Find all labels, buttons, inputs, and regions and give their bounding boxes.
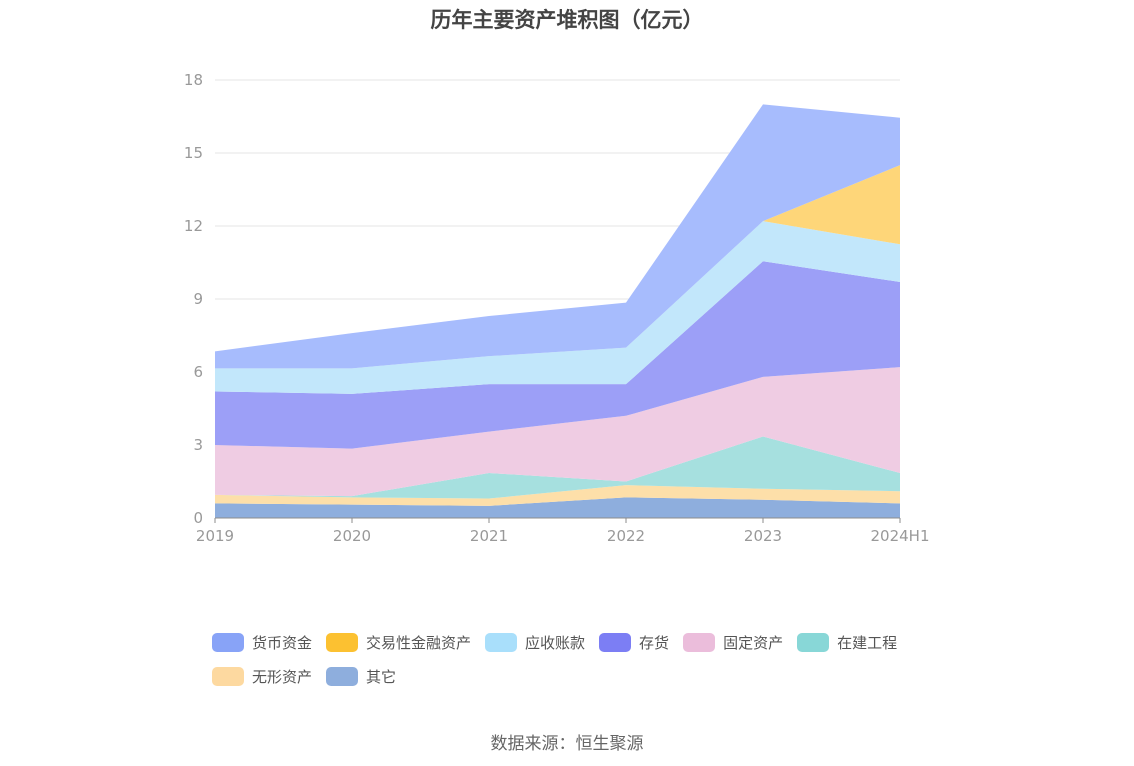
legend-item[interactable]: 应收账款 (485, 630, 585, 654)
x-tick-label: 2022 (607, 527, 645, 545)
legend-label: 存货 (639, 633, 670, 652)
legend-swatch (326, 632, 359, 652)
legend-swatch (797, 632, 830, 652)
legend-item[interactable]: 无形资产 (212, 664, 312, 688)
x-tick-label: 2020 (333, 527, 371, 545)
area-series-货币资金 (215, 104, 900, 369)
legend-item[interactable]: 固定资产 (683, 630, 783, 654)
source-note: 数据来源：恒生聚源 (490, 734, 644, 754)
legend-swatch (212, 666, 244, 686)
legend-label: 无形资产 (252, 667, 313, 686)
y-tick-label: 18 (184, 71, 203, 89)
legend-label: 货币资金 (252, 633, 313, 652)
y-tick-label: 9 (193, 290, 203, 308)
legend-label: 固定资产 (723, 633, 784, 652)
legend-swatch (599, 632, 632, 652)
area-series-应收账款 (215, 221, 900, 394)
area-series-其它 (215, 497, 900, 518)
legend-swatch (212, 632, 244, 652)
legend-item[interactable]: 在建工程 (797, 630, 897, 654)
stacked-area-chart: 0 3 6 9 12 15 18 2019 2020 2021 2022 2023 2024H1 (184, 71, 930, 545)
legend-label: 应收账款 (525, 633, 586, 652)
y-tick-label: 0 (193, 509, 203, 527)
legend: 货币资金 交易性金融资产 应收账款 存货 固定资产 在建工程无形资产 其它 (212, 630, 952, 698)
axes: 0 3 6 9 12 15 18 2019 2020 2021 2022 2023 2024H1 (184, 71, 930, 545)
x-tick-label: 2019 (196, 527, 234, 545)
legend-swatch (485, 632, 518, 652)
area-series-无形资产 (215, 485, 900, 506)
area-series-在建工程 (215, 436, 900, 499)
y-tick-label: 6 (193, 363, 203, 381)
x-tick-label: 2024H1 (871, 527, 930, 545)
area-series-存货 (215, 261, 900, 449)
legend-swatch (683, 632, 716, 652)
legend-item[interactable]: 其它 (326, 664, 396, 688)
chart-title: 历年主要资产堆积图（亿元） (430, 8, 704, 32)
area-layer (215, 104, 900, 518)
legend-label: 其它 (366, 667, 397, 686)
legend-item[interactable]: 货币资金 (212, 630, 312, 654)
x-tick-label: 2023 (744, 527, 782, 545)
y-tick-label: 3 (193, 436, 203, 454)
legend-label: 在建工程 (837, 633, 898, 652)
legend-item[interactable]: 存货 (599, 630, 669, 654)
y-tick-label: 15 (184, 144, 203, 162)
y-tick-label: 12 (184, 217, 203, 235)
legend-swatch (326, 666, 359, 686)
legend-label: 交易性金融资产 (366, 633, 472, 652)
legend-item[interactable]: 交易性金融资产 (326, 630, 471, 654)
x-tick-label: 2021 (470, 527, 508, 545)
area-series-固定资产 (215, 367, 900, 497)
